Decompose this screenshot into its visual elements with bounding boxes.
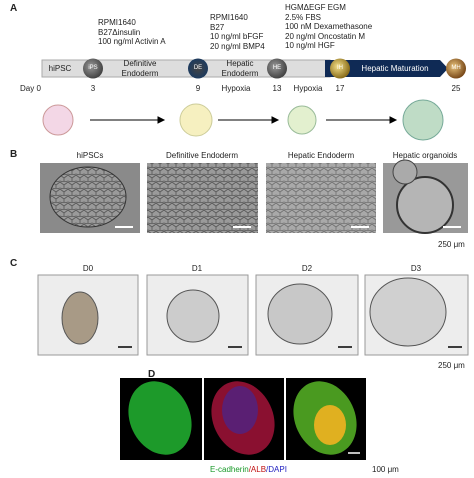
panel-label: A <box>10 3 18 14</box>
media-block: RPMI1640 B27 10 ng/ml bFGF 20 ng/ml BMP4 <box>210 13 265 51</box>
media-line: RPMI1640 <box>98 18 136 27</box>
day-label: 9 <box>195 84 201 93</box>
media-line: 20 ng/ml Oncostatin M <box>285 31 366 41</box>
scale-label: 250 μm <box>438 240 465 249</box>
stain-caption: E-cadherin/ALB/DAPI <box>210 465 287 475</box>
media-line: RPMI1640 <box>210 13 248 22</box>
cell-clusters <box>42 99 444 141</box>
image-title: Hepatic organoids <box>392 151 458 160</box>
scale-label: 250 μm <box>438 361 465 370</box>
hypoxia-label: Hypoxia <box>293 84 323 93</box>
image-title: hiPSCs <box>76 151 104 160</box>
stage-line: Definitive <box>123 59 157 68</box>
day-label: 25 <box>451 84 461 93</box>
node-label: DE <box>193 65 203 71</box>
stain-label: /DAPI <box>266 465 287 474</box>
media-line: 100 nM Dexamethasone <box>285 22 373 31</box>
image-title: D2 <box>301 264 313 273</box>
media-line: HGMΔEGF EGM <box>285 3 346 12</box>
panel-c-images <box>37 274 469 356</box>
media-line: 20 ng/ml BMP4 <box>210 41 265 51</box>
day-label: 17 <box>335 84 345 93</box>
panel-d-images <box>120 378 366 460</box>
panel-label: C <box>10 258 18 269</box>
panel-b-images <box>40 159 468 234</box>
image-title: Definitive Endoderm <box>165 151 239 160</box>
stage-label: Hepatic Maturation <box>361 64 429 73</box>
stage-line: Hepatic <box>226 59 254 68</box>
media-line: 100 ng/ml Activin A <box>98 37 166 46</box>
stage-label: Hepatic Endoderm <box>222 59 259 78</box>
media-block: RPMI1640 B27Δinsulin 100 ng/ml Activin A <box>98 18 166 47</box>
day-label: Day 0 <box>20 84 41 93</box>
image-title: D1 <box>191 264 203 273</box>
panel-label: D <box>148 369 156 380</box>
node-label: MH <box>451 65 461 71</box>
media-line: 10 ng/ml bFGF <box>210 32 264 41</box>
stage-line: Endoderm <box>121 68 159 78</box>
media-line: 2.5% FBS <box>285 12 322 22</box>
image-title: D0 <box>82 264 94 273</box>
hypoxia-label: Hypoxia <box>221 84 251 93</box>
stage-label: Definitive Endoderm <box>122 59 159 78</box>
panel-label: B <box>10 149 18 160</box>
node-label: IH <box>337 65 343 71</box>
node-label: iPS <box>88 65 98 71</box>
image-title: Hepatic Endoderm <box>287 151 355 160</box>
stage-line: Endoderm <box>221 68 259 78</box>
image-title: D3 <box>410 264 422 273</box>
day-label: 3 <box>90 84 96 93</box>
media-line: B27 <box>210 22 225 32</box>
timeline <box>41 58 466 79</box>
media-block: HGMΔEGF EGM 2.5% FBS 100 nM Dexamethasone 2… <box>285 3 372 51</box>
day-label: 13 <box>272 84 282 93</box>
scale-label: 100 μm <box>372 465 399 474</box>
media-line: B27Δinsulin <box>98 27 141 37</box>
stain-label: /ALB <box>248 465 267 474</box>
media-line: 10 ng/ml HGF <box>285 41 335 50</box>
stain-label: E-cadherin <box>210 465 249 474</box>
stage-label: hiPSC <box>48 64 72 73</box>
node-label: HE <box>272 65 282 71</box>
